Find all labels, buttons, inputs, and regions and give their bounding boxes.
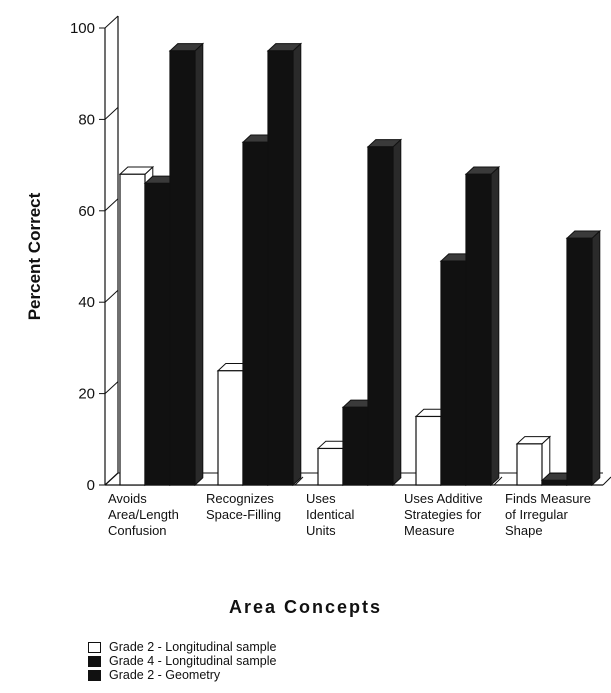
bar-front (541, 479, 568, 486)
y-tick-label: 20 (78, 386, 95, 403)
bar-front (169, 50, 196, 486)
category-label: Recognizes (206, 491, 274, 506)
category-label: Uses Additive (404, 491, 483, 506)
legend-label: Grade 2 - Geometry (109, 668, 221, 682)
bar-3-2 (266, 42, 303, 487)
category-label: Area/Length (108, 507, 179, 522)
category-label: Avoids (108, 491, 147, 506)
bar-chart: 0 20 40 60 80 100 Percent Correct AvoidsArea/Le… (25, 15, 611, 538)
legend-swatch (88, 641, 101, 653)
bar-front (566, 237, 593, 486)
legend: Grade 2 - Longitudinal sample Grade 4 - … (88, 640, 276, 682)
bar-3-1 (168, 42, 205, 487)
y-tick-label: 80 (78, 111, 95, 128)
bar-side (490, 165, 500, 487)
category-label: Strategies for (404, 507, 482, 522)
legend-swatch (88, 669, 101, 681)
back-wall-frame (104, 16, 119, 486)
bar-front (367, 146, 394, 486)
bar-front (465, 173, 492, 486)
y-tick-depth (104, 15, 119, 29)
y-axis-title: Percent Correct (25, 192, 44, 320)
bar-front (415, 415, 442, 486)
x-axis-title: Area Concepts (228, 597, 383, 617)
y-tick-depth (104, 198, 119, 212)
y-tick-label: 100 (70, 20, 95, 37)
bar-front (317, 447, 344, 486)
bar-front (242, 141, 269, 486)
category-label: Shape (505, 523, 543, 538)
bar-front (267, 50, 294, 486)
legend-swatch (88, 655, 101, 667)
legend-item-grade2-longitudinal: Grade 2 - Longitudinal sample (88, 640, 276, 654)
y-tick-label: 0 (87, 477, 95, 494)
category-label: Finds Measure (505, 491, 591, 506)
y-tick-depth (104, 381, 119, 394)
bar-3-5 (565, 229, 602, 487)
category-label: Identical (306, 507, 355, 522)
bar-front (217, 370, 244, 486)
bar-side (591, 229, 601, 487)
legend-label: Grade 4 - Longitudinal sample (109, 654, 277, 668)
bar-front (440, 260, 467, 486)
y-tick-label: 40 (78, 294, 95, 311)
floor-separator (493, 476, 503, 486)
category-label: of Irregular (505, 507, 569, 522)
bar-side (194, 42, 204, 487)
bar-front (516, 443, 543, 486)
category-label: Space-Filling (206, 507, 281, 522)
bar-side (392, 138, 402, 487)
floor-separator (294, 476, 304, 486)
category-label: Measure (404, 523, 455, 538)
bar-front (119, 173, 146, 486)
legend-label: Grade 2 - Longitudinal sample (109, 640, 277, 654)
y-tick-depth (104, 107, 119, 120)
category-label: Uses (306, 491, 336, 506)
floor-right-edge (602, 476, 611, 486)
legend-item-grade4-longitudinal: Grade 4 - Longitudinal sample (88, 654, 276, 668)
category-label: Confusion (108, 523, 167, 538)
bar-front (342, 406, 369, 486)
bar-3-4 (464, 165, 501, 487)
bar-side (292, 42, 302, 487)
y-tick-label: 60 (78, 203, 95, 220)
legend-item-grade2-geometry: Grade 2 - Geometry (88, 668, 276, 682)
bar-3-3 (366, 138, 403, 487)
category-label: Units (306, 523, 336, 538)
bar-1-5 (515, 435, 552, 487)
bar-front (144, 182, 171, 486)
y-tick-depth (104, 472, 119, 486)
y-tick-depth (104, 289, 119, 303)
